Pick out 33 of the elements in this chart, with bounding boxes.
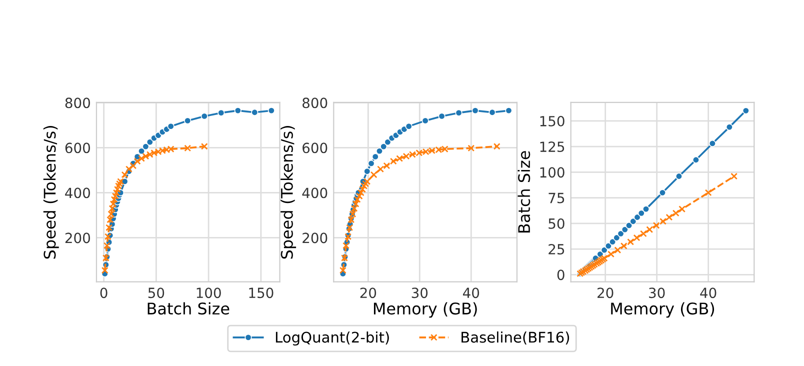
legend-label: LogQuant(2-bit): [276, 331, 389, 346]
y-tick-label: 150: [540, 116, 564, 126]
x-axis-title: Memory (GB): [374, 302, 477, 318]
y-axis-title: Speed (Tokens/s): [280, 126, 296, 259]
x-axis-title: Batch Size: [148, 302, 230, 315]
x-tick-label: 30: [412, 288, 428, 298]
x-tick-label: 50: [148, 288, 164, 298]
y-tick-label: 200: [302, 232, 328, 244]
x-tick-label: 30: [649, 288, 665, 298]
x-axis-title: Memory (GB): [611, 302, 714, 318]
y-tick-label: 400: [302, 188, 328, 198]
y-tick-label: 100: [540, 167, 564, 178]
y-axis-title: Speed (Tokens/s): [43, 126, 59, 259]
y-tick-label: 50: [548, 218, 564, 229]
x-tick-label: 20: [598, 288, 614, 298]
y-tick-label: 800: [302, 98, 328, 108]
y-tick-label: 125: [540, 142, 564, 152]
y-tick-label: 75: [548, 192, 564, 204]
y-tick-label: 400: [65, 188, 90, 198]
y-tick-label: 800: [65, 98, 90, 108]
x-tick-label: 150: [249, 288, 274, 298]
y-tick-label: 600: [302, 142, 328, 154]
y-tick-label: 200: [65, 232, 90, 244]
x-tick-label: 0: [100, 288, 108, 298]
y-tick-label: 25: [548, 244, 564, 254]
y-tick-label: 0: [557, 270, 564, 280]
y-tick-label: 600: [65, 142, 90, 154]
x-tick-label: 40: [700, 288, 716, 298]
legend-label: Baseline(BF16): [462, 331, 570, 344]
x-tick-label: 100: [196, 288, 221, 298]
y-axis-title: Batch Size: [518, 151, 530, 232]
x-tick-label: 40: [462, 288, 480, 298]
x-tick-label: 20: [360, 288, 376, 298]
